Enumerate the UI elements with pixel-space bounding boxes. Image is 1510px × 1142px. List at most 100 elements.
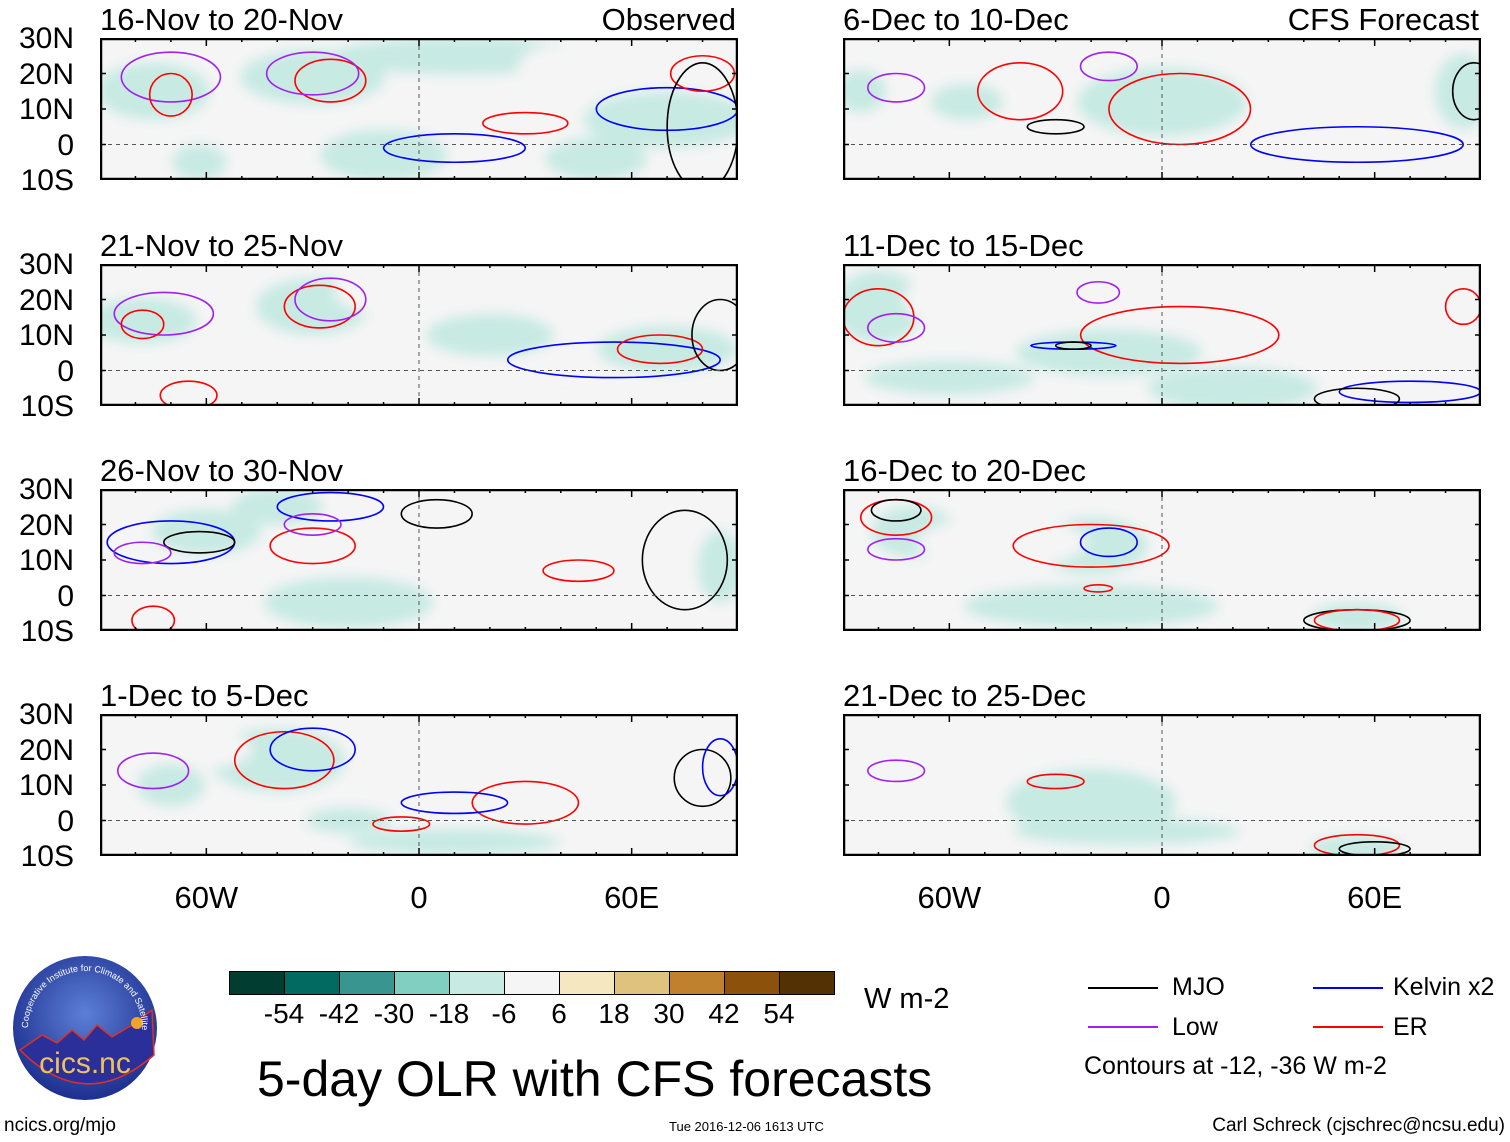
olr-anomaly-blob xyxy=(1310,602,1404,631)
er-contour xyxy=(233,730,335,790)
er-contour xyxy=(471,780,580,825)
lat-tick-label: 10N xyxy=(18,319,74,352)
lat-tick-label: 0 xyxy=(57,579,74,613)
colorbar-tick-label: -18 xyxy=(428,998,470,1029)
colorbar-tick-label: -42 xyxy=(318,998,360,1029)
olr-map-panel xyxy=(100,714,738,856)
olr-anomaly-blob xyxy=(1147,723,1318,776)
colorbar-tick-label: -54 xyxy=(263,998,305,1029)
olr-anomaly-blob xyxy=(196,361,288,406)
lon-tick-label: 0 xyxy=(1153,880,1171,915)
olr-anomaly-blob xyxy=(426,313,554,357)
olr-anomaly-blob xyxy=(1077,67,1247,136)
olr-anomaly-blob xyxy=(497,785,731,842)
olr-anomaly-blob xyxy=(348,829,561,855)
mjo-contour xyxy=(400,498,473,529)
er-contour xyxy=(159,380,218,406)
olr-anomaly-blob xyxy=(583,91,738,148)
legend-line-er xyxy=(1313,1026,1383,1028)
colorbar-tick-label: -30 xyxy=(373,998,415,1029)
lat-tick-label: 20N xyxy=(18,733,74,767)
legend-label-kelvin: Kelvin x2 xyxy=(1393,973,1495,1001)
panel-frame xyxy=(100,264,738,406)
er-contour xyxy=(1313,608,1401,631)
kelvin-contour xyxy=(506,341,721,379)
colorbar-swatch xyxy=(340,972,395,994)
colorbar-swatch xyxy=(505,972,560,994)
colorbar-swatch xyxy=(615,972,670,994)
low-contour xyxy=(294,277,367,322)
lat-tick-label: 0 xyxy=(57,128,74,162)
lat-tick-label: 20N xyxy=(18,508,74,542)
colorbar-swatch xyxy=(780,972,834,994)
panel-title: 16-Dec to 20-Dec xyxy=(843,453,1086,488)
low-contour xyxy=(120,51,222,103)
er-contour xyxy=(283,284,356,329)
mjo-contour xyxy=(1313,387,1401,406)
er-contour xyxy=(976,62,1064,121)
colorbar-tick-label: 54 xyxy=(763,998,795,1029)
olr-map-panel xyxy=(843,38,1481,180)
olr-anomaly-blob xyxy=(319,129,448,180)
kelvin-contour xyxy=(382,133,527,164)
legend-label-mjo: MJO xyxy=(1172,973,1225,1001)
panel-title: 11-Dec to 15-Dec xyxy=(843,228,1084,263)
olr-anomaly-blob xyxy=(930,83,1004,121)
er-contour xyxy=(482,111,569,135)
contour-note: Contours at -12, -36 W m-2 xyxy=(1084,1052,1387,1080)
olr-anomaly-blob xyxy=(904,272,995,327)
er-contour xyxy=(1026,773,1085,790)
lon-tick-label: 60W xyxy=(917,880,982,915)
olr-anomaly-blob xyxy=(136,763,205,807)
lat-tick-label: 30N xyxy=(18,248,74,281)
lat-tick-label: 10N xyxy=(18,544,74,577)
er-contour xyxy=(131,605,176,631)
olr-anomaly-blob xyxy=(334,266,504,318)
olr-anomaly-blob xyxy=(319,503,448,546)
olr-anomaly-blob xyxy=(518,45,604,88)
kelvin-contour xyxy=(1079,527,1138,558)
mjo-contour xyxy=(870,498,922,522)
mjo-contour xyxy=(163,530,236,554)
olr-anomaly-blob xyxy=(545,137,648,180)
olr-anomaly-blob xyxy=(917,516,1088,568)
mjo-contour xyxy=(673,748,732,808)
kelvin-contour xyxy=(269,727,356,772)
lat-tick-label: 10S xyxy=(20,164,74,197)
mjo-contour xyxy=(1026,118,1085,135)
mjo-contour xyxy=(641,509,729,611)
lat-tick-label: 30N xyxy=(18,698,74,731)
mjo-contour xyxy=(691,298,738,372)
er-contour xyxy=(1012,523,1170,568)
er-contour xyxy=(372,816,431,832)
er-contour xyxy=(269,527,356,565)
olr-anomaly-blob xyxy=(864,360,1035,395)
low-contour xyxy=(867,759,926,783)
figure-title: 5-day OLR with CFS forecasts xyxy=(257,1051,933,1107)
colorbar-swatch xyxy=(560,972,615,994)
kelvin-contour xyxy=(276,491,385,522)
source-url[interactable]: ncics.org/mjo xyxy=(4,1115,116,1136)
olr-anomaly-blob xyxy=(697,530,738,604)
svg-text:cics.nc: cics.nc xyxy=(39,1047,131,1080)
panel-title: 21-Nov to 25-Nov xyxy=(100,228,343,263)
lat-tick-label: 0 xyxy=(57,804,74,838)
olr-anomaly-blob xyxy=(1434,53,1481,130)
olr-anomaly-blob xyxy=(1310,834,1404,856)
colorbar-units: W m-2 xyxy=(864,983,950,1015)
olr-anomaly-blob xyxy=(1340,550,1480,598)
panel-frame xyxy=(843,38,1481,180)
olr-anomaly-blob xyxy=(843,270,924,343)
colorbar-swatch xyxy=(230,972,285,994)
olr-anomaly-blob xyxy=(470,370,652,406)
olr-map-panel xyxy=(843,264,1481,406)
lat-tick-label: 0 xyxy=(57,354,74,388)
mjo-contour xyxy=(1054,341,1092,350)
lat-tick-label: 20N xyxy=(18,57,74,91)
panel-frame xyxy=(100,38,738,180)
cics-logo: cics.nc Cooperative Institute for Climat… xyxy=(12,955,157,1100)
olr-anomaly-blob xyxy=(161,731,252,768)
low-contour xyxy=(113,291,215,336)
low-contour xyxy=(867,312,926,343)
